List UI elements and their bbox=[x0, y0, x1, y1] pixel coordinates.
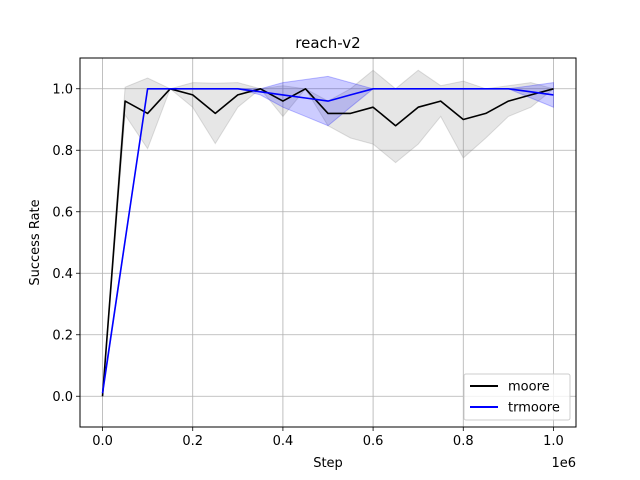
legend-label-moore: moore bbox=[508, 380, 550, 395]
x-tick-label-0.0: 0.0 bbox=[92, 434, 113, 449]
grid bbox=[80, 58, 576, 427]
chart-title: reach-v2 bbox=[295, 34, 360, 52]
x-tick-label-0.2: 0.2 bbox=[182, 434, 203, 449]
band-trmoore bbox=[102, 75, 554, 397]
axis-ticks: 0.0 0.2 0.4 0.6 0.8 1.0 0.0 0.2 0.4 0.6 0.8 1.0 bbox=[52, 82, 563, 449]
series-line-trmoore bbox=[101, 88, 554, 394]
y-tick-label-0.2: 0.2 bbox=[52, 328, 73, 343]
x-tick-label-1.0: 1.0 bbox=[543, 434, 564, 449]
x-tick-label-0.4: 0.4 bbox=[273, 434, 294, 449]
y-tick-label-1.0: 1.0 bbox=[52, 82, 73, 97]
series-lines bbox=[101, 88, 554, 397]
y-tick-label-0.8: 0.8 bbox=[52, 144, 73, 159]
plot-frame bbox=[79, 57, 577, 428]
x-tick-label-0.8: 0.8 bbox=[453, 434, 474, 449]
y-axis-title: Success Rate bbox=[28, 199, 43, 285]
y-tick-label-0.4: 0.4 bbox=[52, 267, 73, 282]
legend: moore trmoore bbox=[463, 373, 571, 421]
x-axis-offset-text: 1e6 bbox=[551, 456, 576, 471]
y-tick-label-0.6: 0.6 bbox=[52, 205, 73, 220]
y-tick-label-0.0: 0.0 bbox=[52, 390, 73, 405]
x-axis-title: Step bbox=[313, 456, 343, 471]
x-tick-label-0.6: 0.6 bbox=[363, 434, 384, 449]
legend-label-trmoore: trmoore bbox=[508, 401, 560, 416]
series-line-moore bbox=[101, 88, 554, 397]
